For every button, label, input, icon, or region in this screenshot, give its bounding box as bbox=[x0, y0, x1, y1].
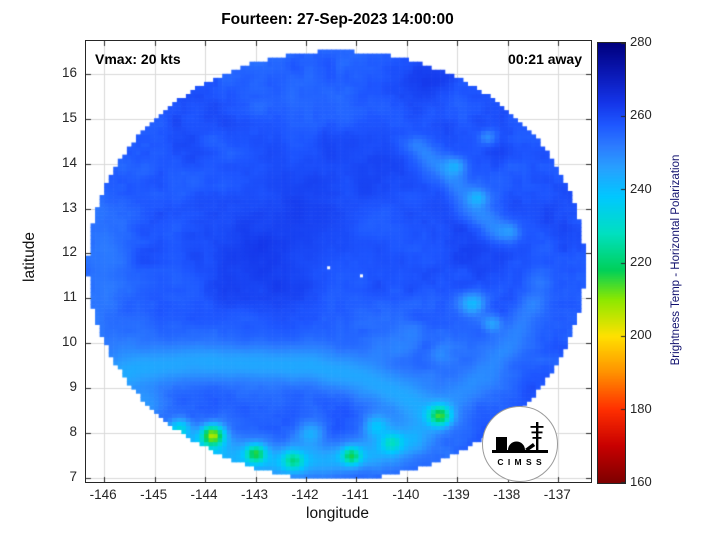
y-tick-label: 16 bbox=[61, 64, 77, 80]
colorbar-tick-label: 280 bbox=[630, 34, 652, 49]
x-tick-label: -142 bbox=[291, 487, 319, 502]
y-tick-label: 13 bbox=[61, 199, 77, 215]
y-tick-label: 8 bbox=[69, 424, 77, 440]
y-tick-label: 10 bbox=[61, 334, 77, 350]
x-tick-label: -146 bbox=[89, 487, 117, 502]
vmax-annotation: Vmax: 20 kts bbox=[95, 51, 181, 67]
plot-area: Vmax: 20 kts 00:21 away C I M S S bbox=[85, 40, 592, 483]
y-tick-label: 9 bbox=[69, 379, 77, 395]
colorbar bbox=[597, 42, 626, 484]
x-tick-label: -141 bbox=[341, 487, 369, 502]
x-tick-label: -137 bbox=[543, 487, 571, 502]
colorbar-tick-label: 260 bbox=[630, 107, 652, 123]
colorbar-canvas bbox=[598, 43, 625, 483]
cimss-logo-text: C I M S S bbox=[497, 457, 543, 467]
y-tick-label: 7 bbox=[69, 468, 77, 484]
y-tick-label: 14 bbox=[61, 154, 77, 170]
colorbar-label: Brightness Temp - Horizontal Polarizatio… bbox=[670, 154, 682, 366]
colorbar-tick-label: 240 bbox=[630, 180, 652, 196]
cimss-logo: C I M S S bbox=[482, 406, 558, 482]
y-tick-label: 15 bbox=[61, 109, 77, 125]
x-tick-label: -138 bbox=[493, 487, 521, 502]
colorbar-tick-label: 180 bbox=[630, 400, 652, 416]
x-tick-label: -140 bbox=[392, 487, 420, 502]
y-axis-label: latitude bbox=[21, 232, 38, 282]
y-tick-label: 11 bbox=[62, 289, 77, 305]
x-axis-label: longitude bbox=[306, 505, 369, 522]
colorbar-tick-label: 160 bbox=[630, 474, 652, 489]
x-tick-label: -143 bbox=[240, 487, 269, 502]
time-away-annotation: 00:21 away bbox=[508, 51, 582, 67]
colorbar-tick-label: 220 bbox=[630, 254, 652, 269]
y-tick-label: 12 bbox=[61, 244, 77, 260]
x-tick-label: -145 bbox=[140, 487, 168, 502]
x-tick-label: -139 bbox=[442, 487, 470, 502]
x-tick-label: -144 bbox=[190, 487, 218, 502]
colorbar-tick-label: 200 bbox=[630, 327, 652, 343]
cimss-logo-art bbox=[492, 422, 548, 453]
chart-title: Fourteen: 27-Sep-2023 14:00:00 bbox=[221, 11, 454, 28]
